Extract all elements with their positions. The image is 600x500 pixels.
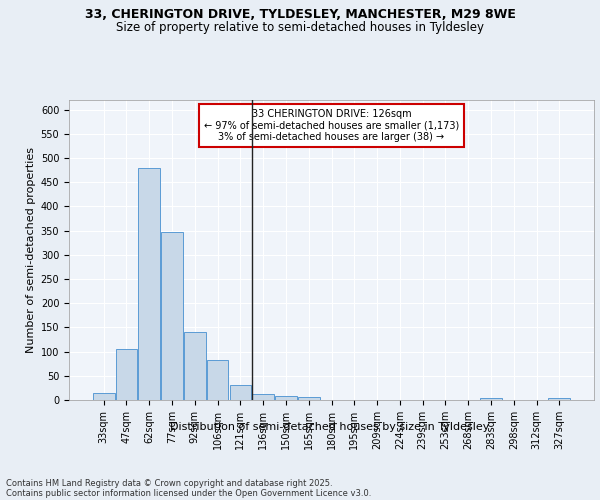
Bar [139,168,160,400]
Bar [116,349,137,400]
Bar [93,392,115,400]
Bar [161,232,183,400]
Bar [548,398,570,400]
Bar [230,386,251,400]
Bar [480,398,502,400]
Y-axis label: Number of semi-detached properties: Number of semi-detached properties [26,147,37,353]
Bar [184,332,206,400]
Text: Distribution of semi-detached houses by size in Tyldesley: Distribution of semi-detached houses by … [170,422,490,432]
Text: 33, CHERINGTON DRIVE, TYLDESLEY, MANCHESTER, M29 8WE: 33, CHERINGTON DRIVE, TYLDESLEY, MANCHES… [85,8,515,20]
Bar [207,360,229,400]
Text: Contains public sector information licensed under the Open Government Licence v3: Contains public sector information licen… [6,488,371,498]
Text: Size of property relative to semi-detached houses in Tyldesley: Size of property relative to semi-detach… [116,21,484,34]
Bar [275,396,297,400]
Text: 33 CHERINGTON DRIVE: 126sqm
← 97% of semi-detached houses are smaller (1,173)
3%: 33 CHERINGTON DRIVE: 126sqm ← 97% of sem… [204,109,459,142]
Bar [253,394,274,400]
Bar [298,396,320,400]
Text: Contains HM Land Registry data © Crown copyright and database right 2025.: Contains HM Land Registry data © Crown c… [6,478,332,488]
